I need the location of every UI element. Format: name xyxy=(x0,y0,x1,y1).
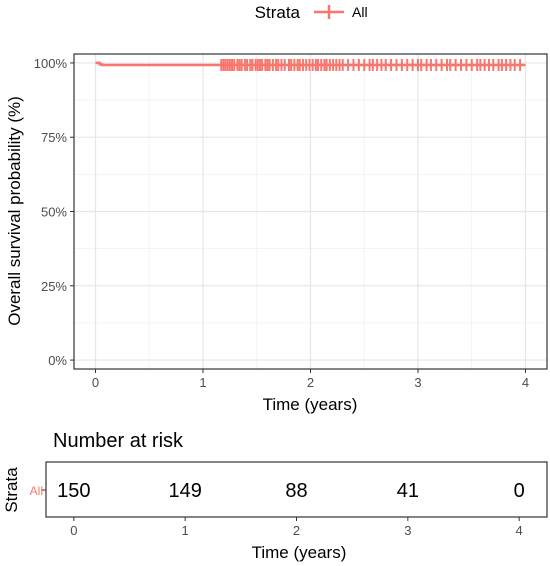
risk-x-tick-label: 2 xyxy=(293,523,300,538)
risk-value: 149 xyxy=(168,480,201,502)
censor-marks xyxy=(220,58,522,71)
y-tick-label: 100% xyxy=(34,56,68,71)
risk-x-axis-ticks: 0 1 2 3 4 xyxy=(70,517,523,538)
risk-values: 150 149 88 41 0 xyxy=(57,480,525,502)
risk-table: Number at risk All 150 149 88 41 0 0 1 2 3 4 Str… xyxy=(2,430,548,562)
y-axis-label: Overall survival probability (%) xyxy=(5,96,24,326)
risk-table-x-label: Time (years) xyxy=(252,543,347,562)
legend-title: Strata xyxy=(255,3,301,22)
x-tick-label: 2 xyxy=(307,375,314,390)
legend: Strata All xyxy=(255,3,368,22)
y-tick-label: 75% xyxy=(41,130,67,145)
survival-plot: 0% 25% 50% 75% 100% 0 1 2 3 4 Overall survival p… xyxy=(5,53,548,414)
x-axis-label: Time (years) xyxy=(263,395,358,414)
x-tick-label: 1 xyxy=(199,375,206,390)
y-axis-ticks: 0% 25% 50% 75% 100% xyxy=(34,56,74,368)
x-tick-label: 0 xyxy=(92,375,99,390)
main-grid xyxy=(74,54,547,369)
risk-value: 88 xyxy=(285,480,307,502)
risk-value: 0 xyxy=(514,480,525,502)
risk-value: 41 xyxy=(397,480,419,502)
risk-x-tick-label: 0 xyxy=(70,523,77,538)
risk-x-tick-label: 3 xyxy=(404,523,411,538)
y-tick-label: 0% xyxy=(48,353,67,368)
x-axis-ticks: 0 1 2 3 4 xyxy=(92,369,529,390)
risk-value: 150 xyxy=(57,480,90,502)
risk-table-y-label: Strata xyxy=(2,467,21,513)
y-tick-label: 25% xyxy=(41,279,67,294)
risk-x-tick-label: 1 xyxy=(182,523,189,538)
y-tick-label: 50% xyxy=(41,205,67,220)
legend-entry-all: All xyxy=(352,4,368,20)
survival-curve xyxy=(95,61,526,67)
x-tick-label: 4 xyxy=(522,375,529,390)
survival-line-all xyxy=(95,61,526,67)
risk-table-title: Number at risk xyxy=(53,430,184,452)
risk-x-tick-label: 4 xyxy=(516,523,523,538)
risk-row-label-all: All xyxy=(30,484,43,498)
x-tick-label: 3 xyxy=(414,375,421,390)
